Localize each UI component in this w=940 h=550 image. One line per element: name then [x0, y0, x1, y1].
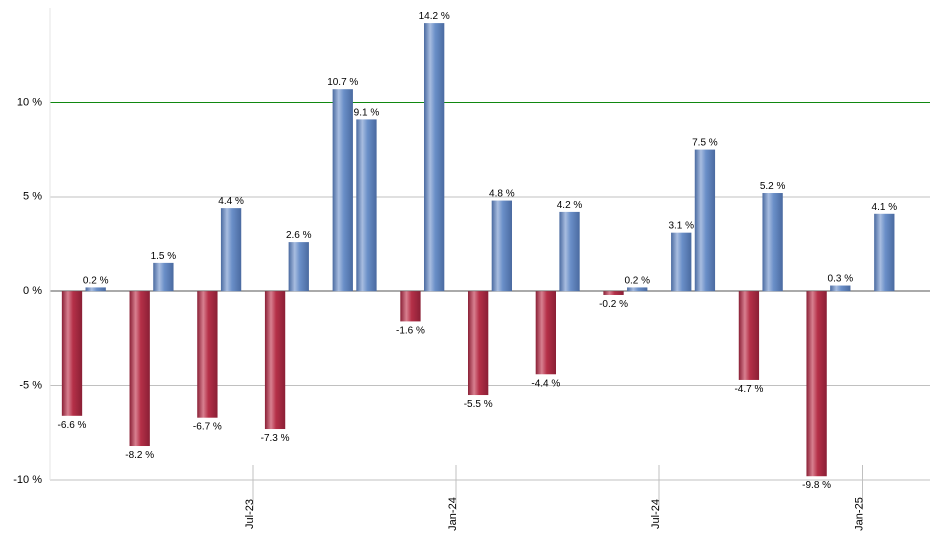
- blue-bar: [221, 208, 241, 291]
- blue-bar: [424, 23, 444, 291]
- blue-bar: [671, 233, 691, 292]
- x-axis-label: Jul-23: [244, 499, 256, 529]
- bar-value-label: -4.7 %: [734, 384, 763, 395]
- bar-value-label: 4.4 %: [218, 196, 244, 207]
- red-bar: [603, 291, 623, 295]
- bar-value-label: -6.6 %: [58, 420, 87, 431]
- blue-bar: [153, 263, 173, 291]
- blue-bar: [86, 287, 106, 291]
- bar-value-label: 7.5 %: [692, 138, 718, 149]
- red-bar: [536, 291, 556, 374]
- blue-bar: [356, 119, 376, 291]
- y-axis-label: 5 %: [23, 191, 42, 203]
- red-bar: [130, 291, 150, 446]
- bar-value-label: 0.2 %: [83, 275, 109, 286]
- x-axis-label: Jul-24: [650, 499, 662, 529]
- bar-value-label: 4.8 %: [489, 189, 515, 200]
- bar-value-label: -7.3 %: [261, 433, 290, 444]
- bar-value-label: 2.6 %: [286, 230, 312, 241]
- blue-bar: [333, 89, 353, 291]
- bar-value-label: -6.7 %: [193, 422, 222, 433]
- x-axis-label: Jan-24: [447, 497, 459, 531]
- bar-value-label: 14.2 %: [419, 11, 450, 22]
- y-axis-label: 0 %: [23, 285, 42, 297]
- bar-value-label: -9.8 %: [802, 480, 831, 491]
- red-bar: [739, 291, 759, 380]
- blue-bar: [559, 212, 579, 291]
- red-bar: [400, 291, 420, 321]
- bar-value-label: -0.2 %: [599, 299, 628, 310]
- bar-value-label: -8.2 %: [125, 450, 154, 461]
- bar-value-label: 1.5 %: [151, 251, 177, 262]
- bar-value-label: 4.1 %: [872, 202, 898, 213]
- blue-bar: [492, 201, 512, 292]
- red-bar: [62, 291, 82, 416]
- blue-bar: [762, 193, 782, 291]
- bar-value-label: -4.4 %: [531, 378, 560, 389]
- bar-value-label: 0.2 %: [624, 275, 650, 286]
- bar-value-label: -5.5 %: [464, 399, 493, 410]
- y-axis-label: -10 %: [13, 474, 42, 486]
- bar-value-label: 4.2 %: [557, 200, 583, 211]
- blue-bar: [627, 287, 647, 291]
- bar-value-label: 0.3 %: [828, 274, 854, 285]
- red-bar: [468, 291, 488, 395]
- blue-bar: [695, 150, 715, 292]
- blue-bar: [830, 286, 850, 292]
- bar-chart: -10 % -5 % 0 % 5 % 10 % Jul-23 Jan-24 Jul-24 Jan…: [0, 0, 940, 550]
- bar-value-label: 3.1 %: [668, 221, 694, 232]
- red-bar: [806, 291, 826, 476]
- bar-value-label: 5.2 %: [760, 181, 786, 192]
- red-bar: [197, 291, 217, 417]
- bar-value-label: 9.1 %: [354, 107, 380, 118]
- y-axis-label: 10 %: [17, 96, 42, 108]
- y-axis-label: -5 %: [19, 380, 42, 392]
- blue-bar: [874, 214, 894, 291]
- red-bar: [265, 291, 285, 429]
- bar-value-label: 10.7 %: [327, 77, 358, 88]
- blue-bar: [289, 242, 309, 291]
- x-axis-label: Jan-25: [853, 497, 865, 531]
- bar-value-label: -1.6 %: [396, 325, 425, 336]
